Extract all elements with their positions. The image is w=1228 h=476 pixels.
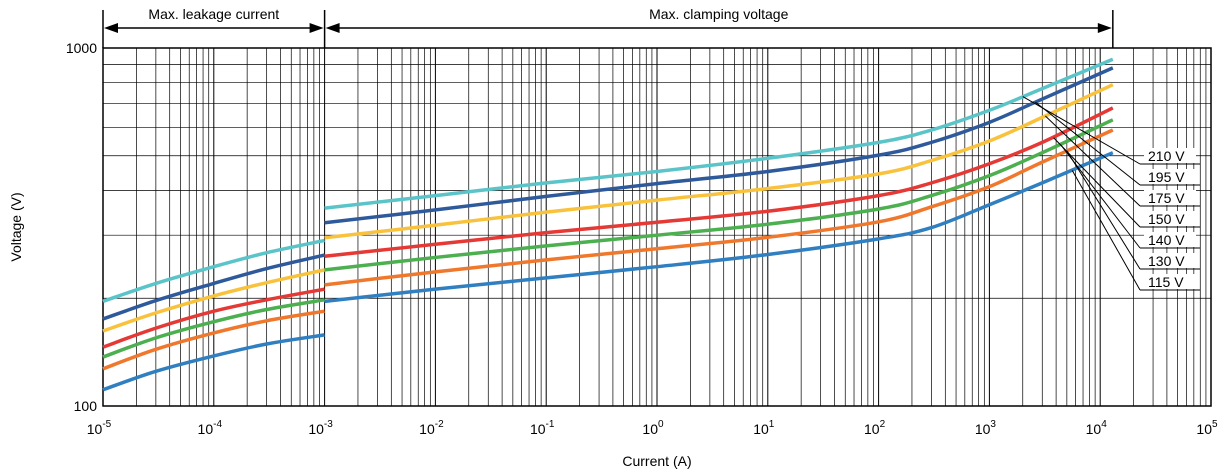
series-label: 140 V [1148, 232, 1185, 248]
series-label: 115 V [1148, 274, 1184, 290]
series-label-bg [1144, 148, 1196, 163]
x-tick-label: 104 [1086, 419, 1108, 437]
y-tick-label: 1000 [66, 40, 97, 56]
series-line-leakage-195v [102, 253, 325, 321]
series-line-leakage-130v [102, 309, 325, 371]
plot-frame [102, 47, 1212, 407]
x-axis-label: Current (A) [622, 453, 691, 469]
series-label-bg [1144, 274, 1196, 289]
region-arrowhead [104, 23, 118, 33]
series-line-clamping-175v [324, 83, 1114, 240]
x-tick-label: 10-2 [419, 419, 444, 437]
series-line-leakage-175v [102, 268, 325, 333]
region-arrowhead [309, 23, 324, 33]
series-label-bg [1144, 169, 1196, 184]
series-label-bg [1144, 190, 1196, 205]
region-label: Max. leakage current [148, 6, 279, 22]
x-tick-label: 10-5 [87, 419, 112, 437]
series-line-leakage-150v [102, 287, 325, 349]
series-line-clamping-195v [324, 66, 1114, 225]
x-tick-label: 101 [753, 419, 775, 437]
leader-line [1066, 150, 1141, 270]
series-label-bg [1144, 253, 1196, 268]
series-line-leakage-210v [102, 238, 325, 304]
series-line-clamping-150v [324, 106, 1114, 258]
series-line-clamping-140v [324, 118, 1114, 272]
x-tick-label: 10-4 [198, 419, 223, 437]
leader-line [1071, 170, 1141, 291]
x-tick-label: 100 [642, 419, 664, 437]
region-arrowhead [1097, 23, 1112, 33]
leader-line [1035, 101, 1141, 186]
series-label: 210 V [1148, 148, 1185, 164]
series-label-bg [1144, 211, 1196, 226]
region-label-bg [133, 4, 294, 22]
series-label: 150 V [1148, 211, 1185, 227]
x-tick-label: 105 [1196, 419, 1218, 437]
x-tick-label: 102 [864, 419, 886, 437]
series-line-leakage-115v [102, 333, 325, 392]
series-line-clamping-130v [324, 128, 1114, 287]
series-label: 175 V [1148, 190, 1185, 206]
series-label: 130 V [1148, 253, 1185, 269]
series-line-clamping-115v [324, 151, 1114, 304]
series-lines [102, 57, 1114, 392]
series-line-clamping-210v [324, 57, 1114, 210]
axes: 100 1000 10-5 10-4 10-3 10-2 10-1 100 101 102 103… [8, 40, 1218, 469]
x-tick-labels: 10-5 10-4 10-3 10-2 10-1 100 101 102 103 104 105 [87, 419, 1218, 437]
y-axis-label: Voltage (V) [8, 192, 24, 261]
y-tick-labels: 100 1000 [66, 40, 97, 414]
region-label-bg [635, 4, 803, 22]
x-tick-label: 103 [975, 419, 997, 437]
region-annotations: Max. leakage current Max. clamping voltag… [102, 4, 1114, 48]
x-tick-label: 10-3 [308, 419, 333, 437]
series-label-bg [1144, 232, 1196, 247]
leader-line [1045, 115, 1141, 207]
region-arrowhead [325, 23, 340, 33]
series-line-leakage-140v [102, 298, 325, 359]
x-tick-label: 10-1 [530, 419, 555, 437]
y-tick-label: 100 [74, 398, 98, 414]
region-label: Max. clamping voltage [649, 6, 789, 22]
grid [102, 48, 1211, 406]
series-labels: 210 V 195 V 175 V 150 V 140 V 130 V 115 V [1022, 96, 1200, 291]
series-label: 195 V [1148, 169, 1185, 185]
